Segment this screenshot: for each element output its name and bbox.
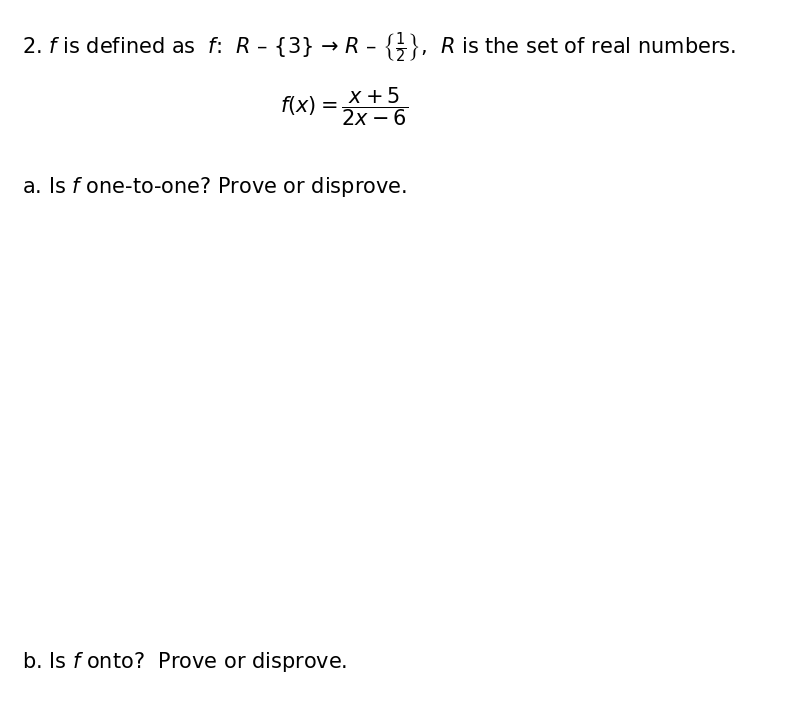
Text: a. Is $f$ one-to-one? Prove or disprove.: a. Is $f$ one-to-one? Prove or disprove. [22,175,407,199]
Text: 2. $f$ is defined as  $f$:  $R$ – {3} → $R$ – $\left\{\frac{1}{2}\right\}$,  $R$: 2. $f$ is defined as $f$: $R$ – {3} → $R… [22,30,736,65]
Text: $f(x) = \dfrac{x+5}{2x-6}$: $f(x) = \dfrac{x+5}{2x-6}$ [280,85,408,128]
Text: b. Is $f$ onto?  Prove or disprove.: b. Is $f$ onto? Prove or disprove. [22,650,348,674]
